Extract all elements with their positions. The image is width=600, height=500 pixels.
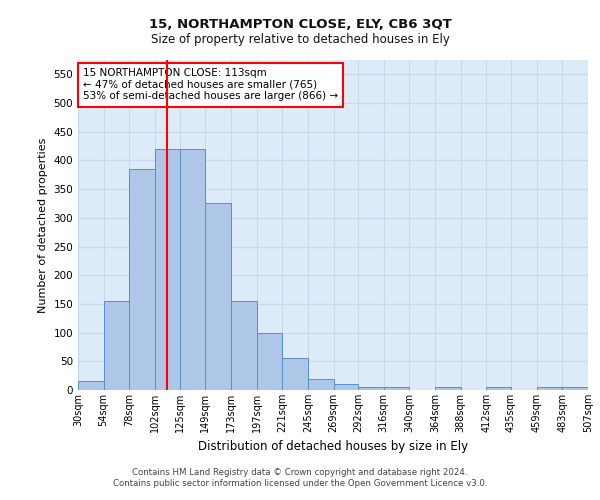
Text: 15 NORTHAMPTON CLOSE: 113sqm
← 47% of detached houses are smaller (765)
53% of s: 15 NORTHAMPTON CLOSE: 113sqm ← 47% of de… bbox=[83, 68, 338, 102]
Bar bbox=[384, 387, 409, 390]
Bar bbox=[78, 382, 104, 390]
Text: 15, NORTHAMPTON CLOSE, ELY, CB6 3QT: 15, NORTHAMPTON CLOSE, ELY, CB6 3QT bbox=[149, 18, 451, 30]
Bar bbox=[308, 378, 334, 390]
Bar bbox=[435, 387, 461, 390]
Bar bbox=[536, 387, 562, 390]
Bar bbox=[562, 387, 588, 390]
Bar bbox=[155, 149, 179, 390]
Bar bbox=[487, 387, 511, 390]
Bar bbox=[282, 358, 308, 390]
Bar bbox=[358, 387, 384, 390]
Y-axis label: Number of detached properties: Number of detached properties bbox=[38, 138, 48, 312]
Bar bbox=[179, 149, 205, 390]
Bar bbox=[104, 301, 130, 390]
Bar bbox=[205, 204, 231, 390]
Bar bbox=[257, 332, 282, 390]
Text: Size of property relative to detached houses in Ely: Size of property relative to detached ho… bbox=[151, 32, 449, 46]
Bar bbox=[231, 301, 257, 390]
Bar bbox=[130, 169, 155, 390]
Bar bbox=[334, 384, 358, 390]
X-axis label: Distribution of detached houses by size in Ely: Distribution of detached houses by size … bbox=[198, 440, 468, 454]
Text: Contains HM Land Registry data © Crown copyright and database right 2024.
Contai: Contains HM Land Registry data © Crown c… bbox=[113, 468, 487, 487]
